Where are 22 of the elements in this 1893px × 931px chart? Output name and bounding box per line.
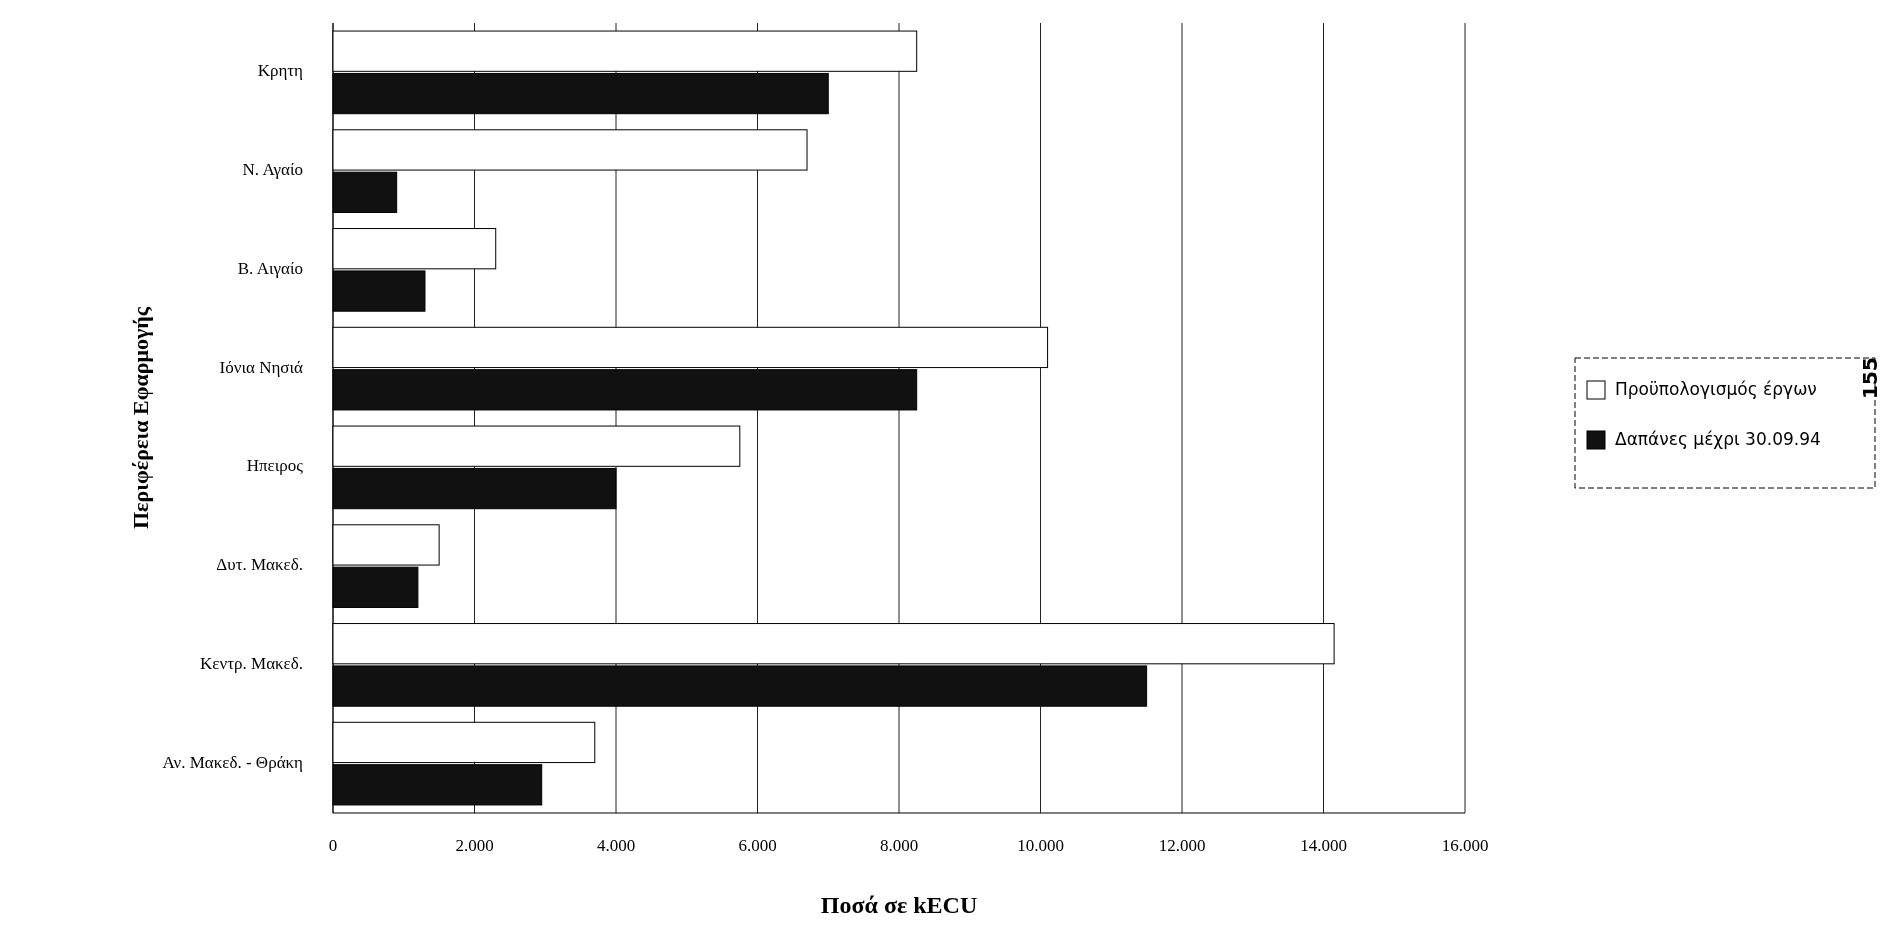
y-axis-title: Περιφέρεια Εφαρμογής <box>128 306 153 529</box>
y-tick-label: Αν. Μακεδ. - Θράκη <box>162 752 303 772</box>
x-tick-label: 4.000 <box>596 836 636 855</box>
x-tick-label: 8.000 <box>879 836 919 855</box>
y-tick-label: Β. Αιγαίο <box>237 258 303 278</box>
text: 155 <box>1858 357 1882 399</box>
x-tick-label: 10.000 <box>1017 836 1064 855</box>
x-axis-title: Ποσά σε kECU <box>820 892 978 918</box>
x-tick-label: 0 <box>328 836 338 855</box>
legend-label: Προϋπολογισμός έργων <box>1615 379 1817 399</box>
x-tick-label: 2.000 <box>455 836 494 855</box>
y-tick-label: Ιόνια Νησιά <box>219 357 304 377</box>
x-tick-label: 6.000 <box>738 836 777 855</box>
y-tick-label: Δυτ. Μακεδ. <box>216 555 303 575</box>
y-tick-label: Ν. Αγαίο <box>242 160 303 180</box>
x-tick-label: 14.000 <box>1300 836 1347 855</box>
y-tick-label: Κρητη <box>257 61 303 81</box>
x-tick-label: 12.000 <box>1158 836 1206 855</box>
legend-label: Δαπάνες μέχρι 30.09.94 <box>1615 429 1821 449</box>
y-tick-label: Ηπειρος <box>246 456 304 476</box>
x-tick-label: 16.000 <box>1441 836 1489 855</box>
y-tick-label: Κεντρ. Μακεδ. <box>200 653 303 673</box>
